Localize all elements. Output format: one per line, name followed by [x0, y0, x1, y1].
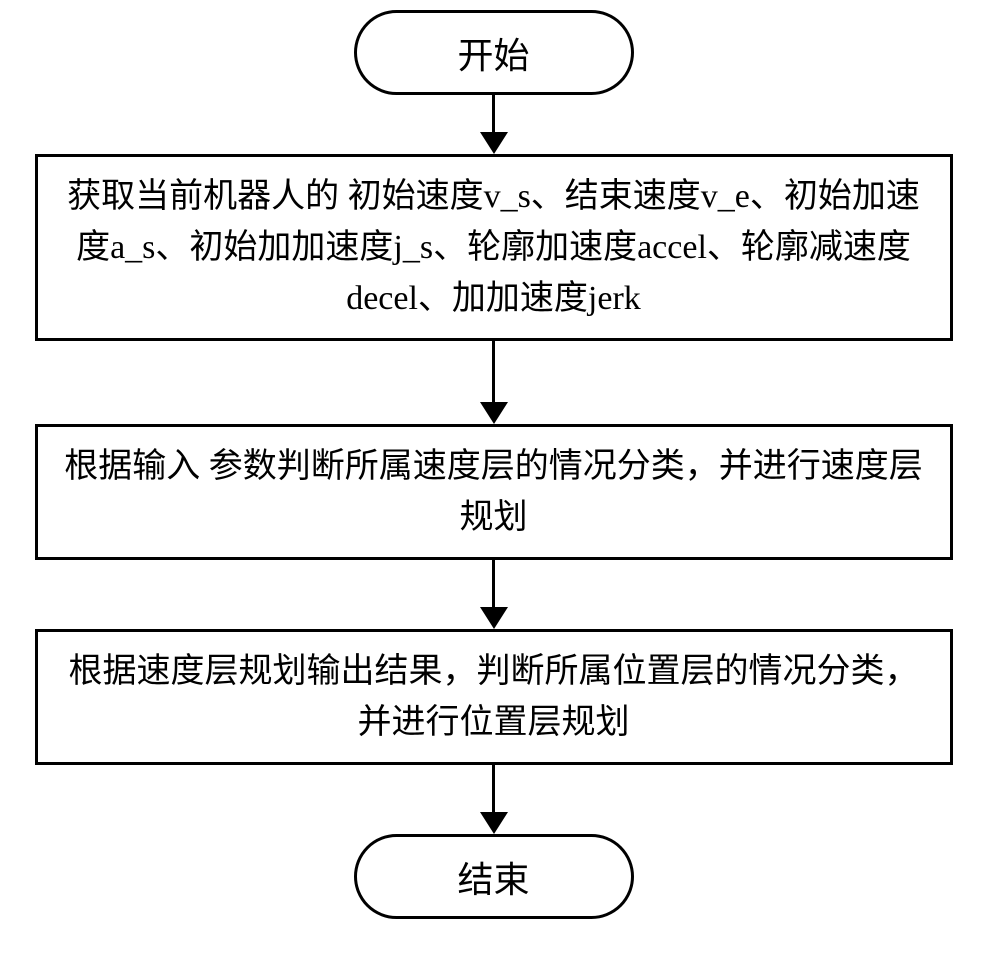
arrow-head-icon: [480, 132, 508, 154]
arrow-4: [480, 765, 508, 834]
arrow-2: [480, 341, 508, 424]
step2-label: 根据输入 参数判断所属速度层的情况分类，并进行速度层规划: [58, 441, 930, 543]
arrow-line: [492, 560, 495, 608]
start-terminal: 开始: [354, 10, 634, 95]
arrow-head-icon: [480, 812, 508, 834]
process-step-1: 获取当前机器人的 初始速度v_s、结束速度v_e、初始加速度a_s、初始加加速度…: [35, 154, 953, 341]
start-label: 开始: [457, 27, 529, 79]
arrow-head-icon: [480, 607, 508, 629]
flowchart-container: 开始 获取当前机器人的 初始速度v_s、结束速度v_e、初始加速度a_s、初始加…: [0, 0, 987, 919]
end-terminal: 结束: [354, 834, 634, 919]
end-label: 结束: [457, 851, 529, 903]
arrow-line: [492, 95, 495, 133]
arrow-line: [492, 341, 495, 403]
arrow-3: [480, 560, 508, 629]
step1-label: 获取当前机器人的 初始速度v_s、结束速度v_e、初始加速度a_s、初始加加速度…: [58, 171, 930, 324]
arrow-1: [480, 95, 508, 154]
step3-label: 根据速度层规划输出结果，判断所属位置层的情况分类，并进行位置层规划: [58, 646, 930, 748]
arrow-line: [492, 765, 495, 813]
process-step-3: 根据速度层规划输出结果，判断所属位置层的情况分类，并进行位置层规划: [35, 629, 953, 765]
process-step-2: 根据输入 参数判断所属速度层的情况分类，并进行速度层规划: [35, 424, 953, 560]
arrow-head-icon: [480, 402, 508, 424]
